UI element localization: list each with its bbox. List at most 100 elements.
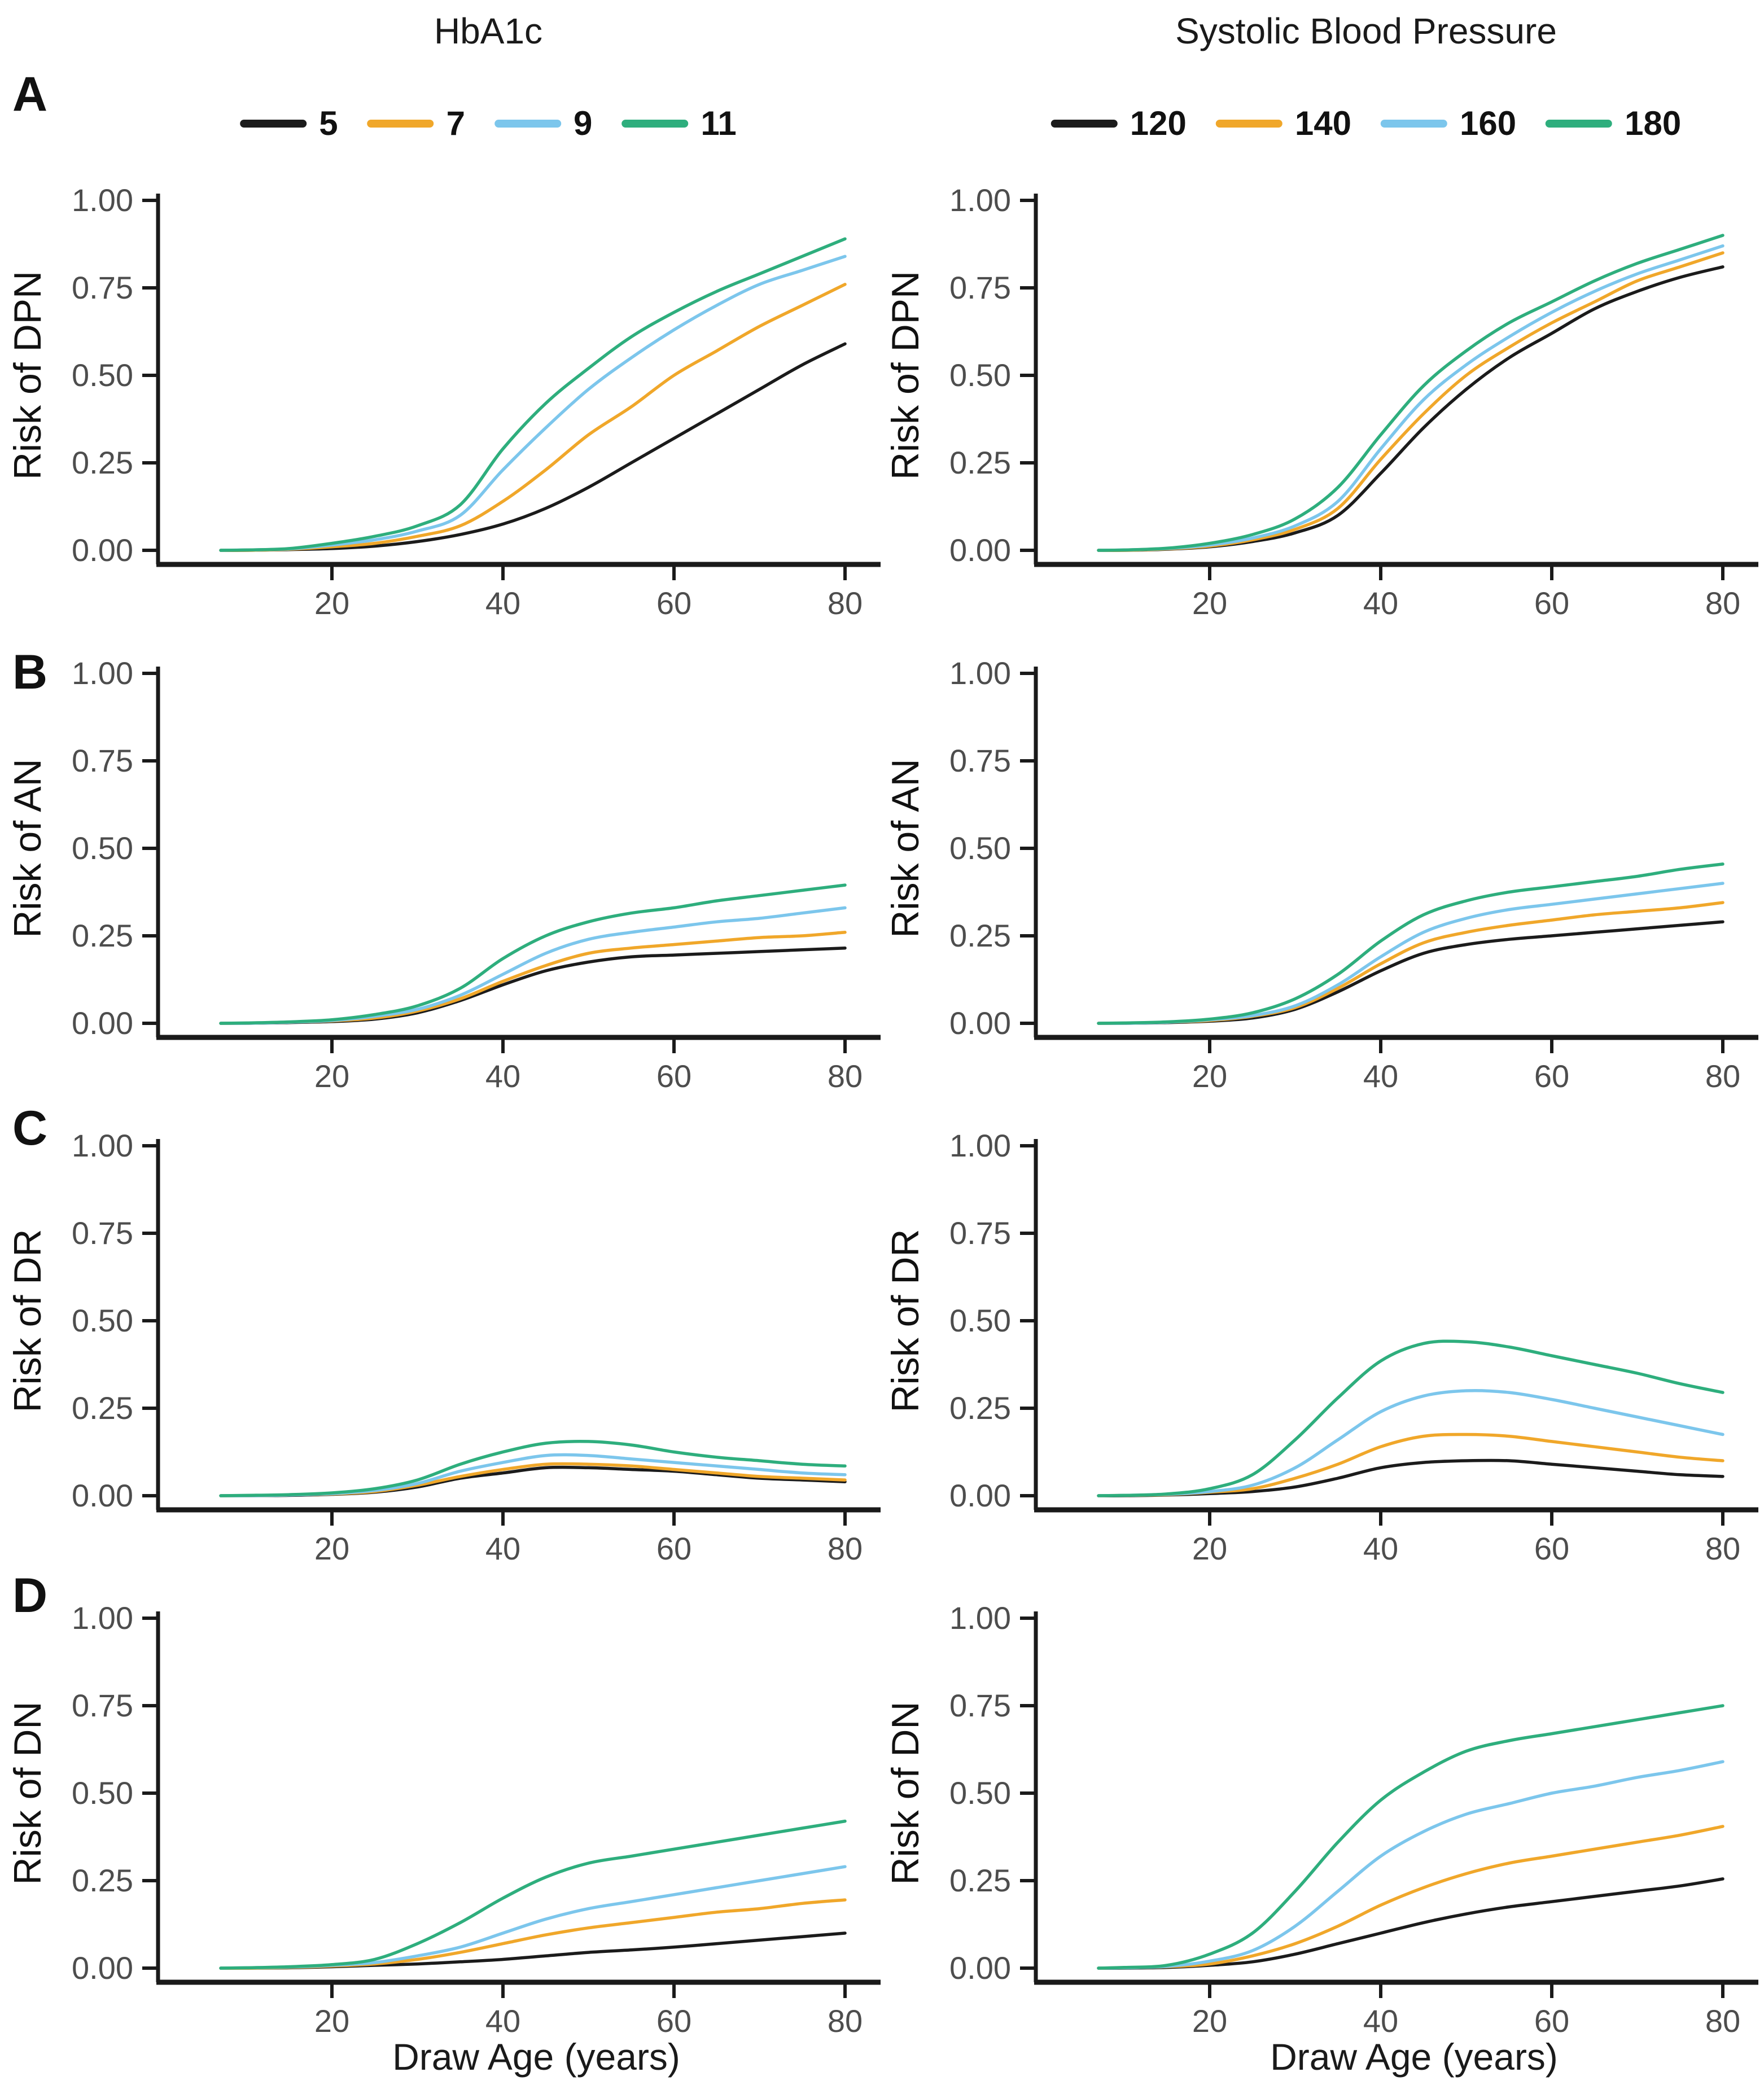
series-line-9: [219, 255, 847, 552]
header-sbp: Systolic Blood Pressure 120 140 160 180: [1050, 10, 1682, 143]
y-axis-title: Risk of DPN: [884, 271, 927, 480]
y-tick-label: 1.00: [72, 182, 133, 218]
legend-hba1c: 5 7 9 11: [240, 104, 737, 143]
y-tick-label: 0.25: [72, 1863, 133, 1898]
legend-key-line: [494, 119, 561, 128]
x-tick-label: 60: [1534, 585, 1569, 621]
legend-item-label: 180: [1625, 104, 1682, 142]
x-tick-label: 80: [1705, 2003, 1740, 2039]
series-line-7: [219, 931, 847, 1025]
legend-item: 160: [1381, 104, 1516, 143]
y-tick-label: 0.00: [949, 1478, 1011, 1513]
plot-panel-A-hba1c: 0.00 0.25 0.50 0.75 1.00 20 40 60 80 Risk of DPN: [6, 182, 881, 621]
y-tick-label: 0.75: [949, 1215, 1011, 1251]
y-axis-title: Risk of AN: [884, 759, 927, 938]
legend-sbp: 120 140 160 180: [1050, 104, 1682, 143]
x-axis-title-left: Draw Age (years): [392, 2036, 680, 2078]
y-tick-label: 0.50: [949, 830, 1011, 866]
series-line-9: [219, 906, 847, 1025]
legend-item: 9: [494, 104, 592, 143]
y-tick-label: 0.50: [72, 830, 133, 866]
x-tick-label: 60: [1534, 1531, 1569, 1566]
y-tick-label: 0.50: [72, 357, 133, 393]
x-tick-label: 40: [1363, 1058, 1398, 1094]
plot-panel-A-sbp: 0.00 0.25 0.50 0.75 1.00 20 40 60 80 Risk of DPN: [884, 182, 1758, 621]
x-tick-label: 20: [314, 585, 349, 621]
y-tick-label: 0.25: [949, 918, 1011, 953]
y-tick-label: 0.75: [949, 1688, 1011, 1723]
legend-item: 7: [367, 104, 465, 143]
x-tick-label: 60: [1534, 2003, 1569, 2039]
y-tick-label: 0.25: [949, 1390, 1011, 1426]
y-tick-label: 1.00: [949, 655, 1011, 691]
y-tick-label: 0.00: [72, 1005, 133, 1041]
y-axis-title: Risk of DPN: [6, 271, 49, 480]
x-tick-label: 40: [485, 1058, 520, 1094]
series-line-180: [1097, 1339, 1724, 1497]
plot-panel-C-hba1c: 0.00 0.25 0.50 0.75 1.00 20 40 60 80 Risk of DR: [6, 1128, 881, 1566]
plot-panel-D-sbp: 0.00 0.25 0.50 0.75 1.00 20 40 60 80 Risk of DN: [884, 1600, 1758, 2039]
y-tick-label: 0.25: [72, 918, 133, 953]
x-tick-label: 60: [656, 585, 691, 621]
panel-letter-d: D: [12, 1569, 48, 1623]
x-tick-label: 80: [828, 585, 863, 621]
x-tick-label: 80: [828, 1531, 863, 1566]
legend-key-line: [367, 119, 434, 128]
x-axis-title-right: Draw Age (years): [1270, 2036, 1558, 2078]
series-line-11: [219, 237, 847, 552]
x-tick-label: 80: [1705, 585, 1740, 621]
plot-panel-B-sbp: 0.00 0.25 0.50 0.75 1.00 20 40 60 80 Risk of AN: [884, 655, 1758, 1094]
y-tick-label: 1.00: [949, 182, 1011, 218]
series-line-120: [1097, 920, 1724, 1025]
panel-letter-b: B: [12, 645, 48, 699]
y-tick-label: 0.50: [949, 1303, 1011, 1338]
x-tick-label: 40: [1363, 1531, 1398, 1566]
y-tick-label: 0.75: [72, 270, 133, 305]
series-line-140: [1097, 1825, 1724, 1970]
y-tick-label: 0.00: [72, 532, 133, 568]
x-tick-label: 20: [1192, 1531, 1227, 1566]
x-tick-label: 80: [828, 1058, 863, 1094]
legend-item: 120: [1050, 104, 1187, 143]
legend-key-line: [1215, 119, 1282, 128]
series-line-5: [219, 1465, 847, 1497]
y-tick-label: 1.00: [72, 1600, 133, 1636]
x-tick-label: 20: [1192, 585, 1227, 621]
legend-item-label: 140: [1294, 104, 1351, 142]
series-line-5: [219, 342, 847, 552]
y-axis-title: Risk of DN: [6, 1702, 49, 1885]
y-tick-label: 0.00: [949, 1950, 1011, 1986]
legend-item: 140: [1215, 104, 1351, 143]
legend-item: 5: [240, 104, 338, 143]
legend-item-label: 160: [1460, 104, 1517, 142]
legend-key-line: [1050, 119, 1118, 128]
y-tick-label: 0.00: [72, 1950, 133, 1986]
x-tick-label: 20: [314, 1531, 349, 1566]
x-tick-label: 20: [1192, 2003, 1227, 2039]
y-tick-label: 0.50: [72, 1303, 133, 1338]
x-tick-label: 80: [828, 2003, 863, 2039]
plot-panel-D-hba1c: 0.00 0.25 0.50 0.75 1.00 20 40 60 80 Risk of DN: [6, 1600, 881, 2039]
y-tick-label: 1.00: [72, 655, 133, 691]
y-tick-label: 0.75: [72, 1688, 133, 1723]
x-tick-label: 40: [485, 2003, 520, 2039]
column-title-sbp: Systolic Blood Pressure: [1175, 11, 1557, 51]
x-tick-label: 40: [485, 1531, 520, 1566]
x-tick-label: 60: [656, 2003, 691, 2039]
legend-key-line: [1546, 119, 1613, 128]
series-line-120: [1097, 265, 1724, 552]
x-tick-label: 20: [1192, 1058, 1227, 1094]
series-line-160: [1097, 1760, 1724, 1970]
legend-item-label: 11: [701, 104, 737, 142]
panel-letter-a: A: [12, 67, 48, 121]
series-line-11: [219, 883, 847, 1025]
x-tick-label: 60: [1534, 1058, 1569, 1094]
y-tick-label: 1.00: [949, 1600, 1011, 1636]
legend-item: 11: [621, 104, 737, 143]
panel-letter-c: C: [12, 1101, 48, 1155]
x-tick-label: 20: [314, 2003, 349, 2039]
y-axis-title: Risk of DR: [6, 1229, 49, 1413]
series-line-160: [1097, 882, 1724, 1025]
column-title-hba1c: HbA1c: [434, 11, 543, 51]
